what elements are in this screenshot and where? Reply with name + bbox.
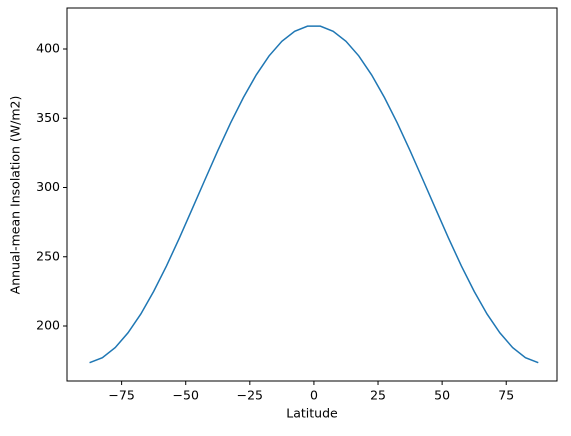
x-tick-label: 50	[434, 388, 450, 403]
y-tick-label: 250	[36, 248, 60, 263]
x-tick-label: 0	[310, 388, 318, 403]
x-tick-label: −50	[173, 388, 199, 403]
plot-frame	[66, 7, 558, 382]
y-tick-label: 200	[36, 318, 60, 333]
data-line	[89, 25, 539, 364]
y-axis-label: Annual-mean Insolation (W/m2)	[8, 96, 23, 295]
x-tick-label: −25	[237, 388, 263, 403]
y-tick-label: 300	[36, 179, 60, 194]
y-tick-label: 350	[36, 110, 60, 125]
x-axis-label: Latitude	[286, 406, 338, 421]
x-tick-label: −75	[108, 388, 134, 403]
x-tick-label: 75	[498, 388, 514, 403]
y-tick-label: 400	[36, 40, 60, 55]
x-tick-label: 25	[370, 388, 386, 403]
